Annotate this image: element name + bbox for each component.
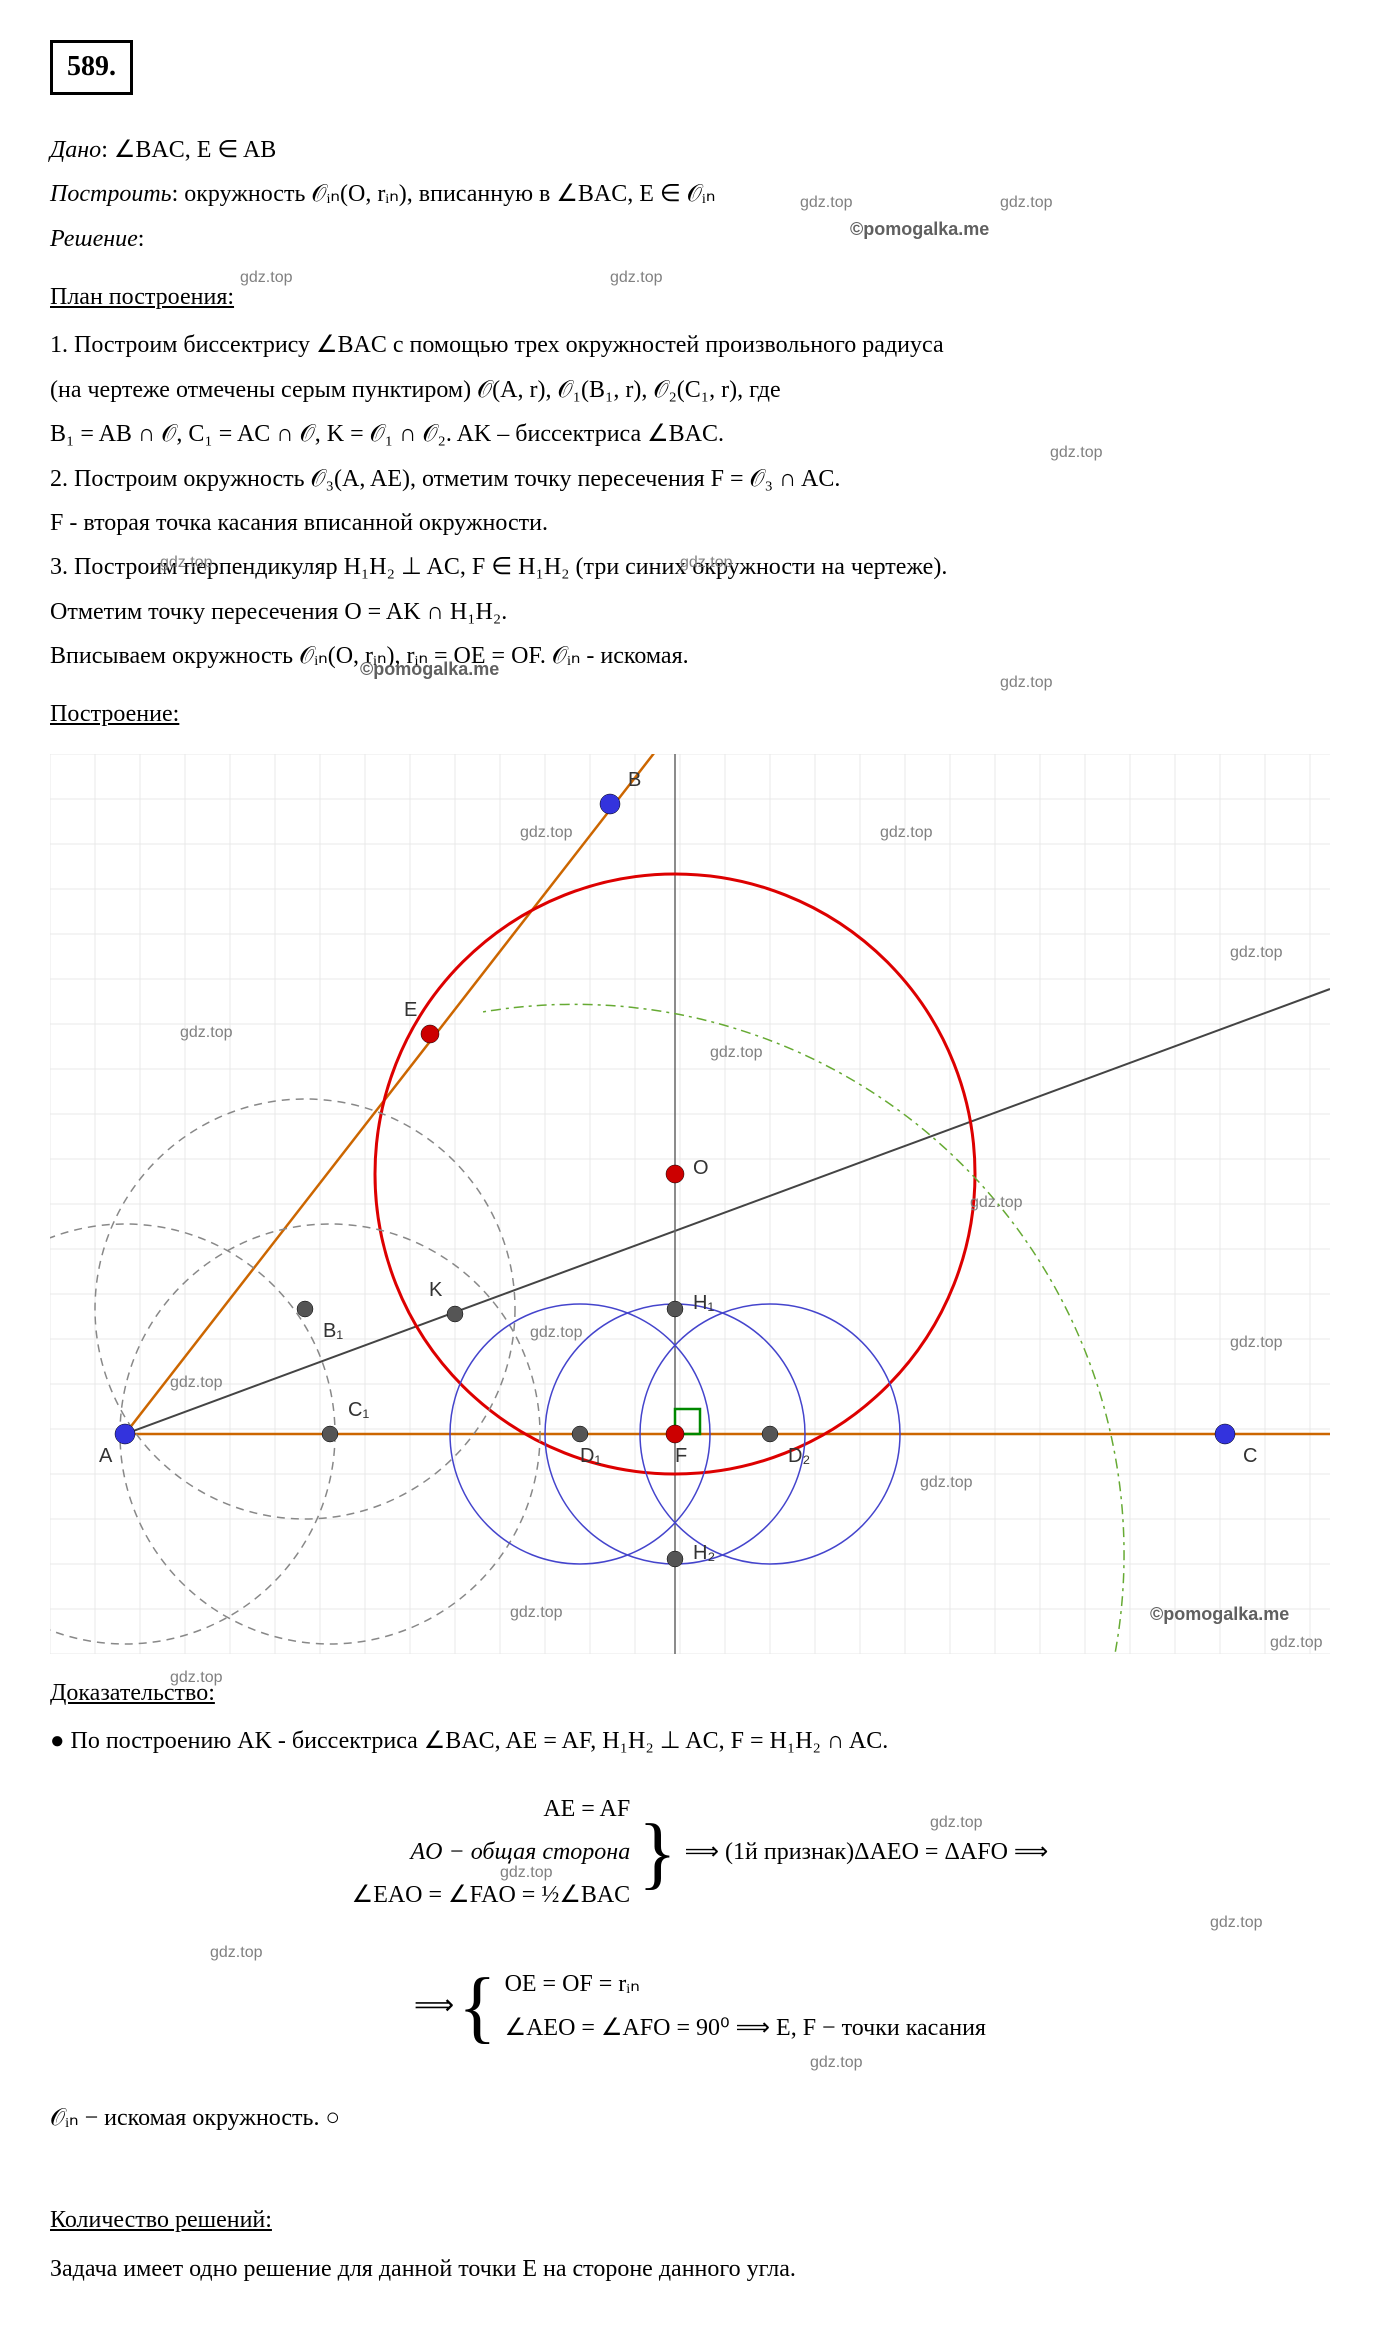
proof-eq5: ∠AEO = ∠AFO = 90⁰ ⟹ E, F − точки касания [505,2007,986,2050]
construct-label: Построить [50,181,172,207]
svg-text:A: A [99,1445,113,1467]
svg-text:B: B [628,769,641,791]
svg-text:D₂: D₂ [788,1445,810,1467]
svg-text:K: K [429,1279,443,1301]
document-content: 589. Дано: ∠BAC, E ∈ AB Построить: окруж… [50,40,1350,2288]
step1b: (на чертеже отмечены серым пунктиром) 𝒪(… [50,371,1350,409]
proof-math-block: AE = AF AO − общая сторона ∠EAO = ∠FAO =… [50,1781,1350,2079]
construction-heading: Построение: [50,695,1350,733]
step3c: Вписываем окружность 𝒪ᵢₙ(O, rᵢₙ), rᵢₙ = … [50,637,1350,675]
step1: 1. Построим биссектрису ∠BAC с помощью т… [50,326,1350,364]
svg-text:E: E [404,999,417,1021]
svg-text:H₂: H₂ [693,1542,715,1564]
proof-conclusion: 𝒪ᵢₙ − искомая окружность. ○ [50,2099,1350,2137]
proof-eq3: ∠EAO = ∠FAO = ½∠BAC [352,1874,631,1917]
step2: 2. Построим окружность 𝒪₃(A, AE), отмети… [50,460,1350,498]
svg-text:C: C [1243,1445,1257,1467]
step1c: B₁ = AB ∩ 𝒪, C₁ = AC ∩ 𝒪, K = 𝒪₁ ∩ 𝒪₂. A… [50,415,1350,453]
step3b: Отметим точку пересечения O = AK ∩ H₁H₂. [50,593,1350,631]
proof-eq4: OE = OF = rᵢₙ [505,1963,986,2006]
construct-text: : окружность 𝒪ᵢₙ(O, rᵢₙ), вписанную в ∠B… [172,181,716,207]
solutions-count-heading: Количество решений: [50,2201,1350,2239]
step3: 3. Построим перпендикуляр H₁H₂ ⊥ AC, F ∈… [50,548,1350,586]
solution-label: Решение [50,226,138,252]
brace-left-icon: { [458,1935,496,2079]
brace-icon: } [638,1781,676,1925]
svg-text:H₁: H₁ [693,1292,714,1314]
problem-number: 589. [50,40,133,95]
proof-heading: Доказательство: [50,1674,1350,1712]
given-line: Дано: ∠BAC, E ∈ AB [50,131,1350,169]
svg-text:C₁: C₁ [348,1399,369,1421]
solution-label-line: Решение: [50,220,1350,258]
svg-text:F: F [675,1445,687,1467]
plan-heading: План построения: [50,278,1350,316]
solutions-count-text: Задача имеет одно решение для данной точ… [50,2250,1350,2288]
proof-eq1: AE = AF [352,1788,631,1831]
svg-text:O: O [693,1157,709,1179]
svg-text:D₁: D₁ [580,1445,601,1467]
proof-implies1: ⟹ (1й признак)ΔAEO = ΔAFO ⟹ [677,1781,1049,1925]
geometry-diagram: A B C E O F K B₁ C₁ D₁ D₂ H₁ H₂ [50,754,1330,1654]
diagram-svg: A B C E O F K B₁ C₁ D₁ D₂ H₁ H₂ [50,754,1330,1654]
proof-line1: ● По построению AK - биссектриса ∠BAC, A… [50,1722,1350,1760]
step2b: F - вторая точка касания вписанной окруж… [50,504,1350,542]
svg-text:B₁: B₁ [323,1320,343,1342]
construct-line: Построить: окружность 𝒪ᵢₙ(O, rᵢₙ), вписа… [50,175,1350,213]
proof-eq2: AO − общая сторона [352,1831,631,1874]
implies-arrow: ⟹ [414,1935,458,2079]
given-label: Дано [50,137,101,163]
given-text: : ∠BAC, E ∈ AB [101,137,276,163]
problem-number-text: 589 [67,51,109,82]
